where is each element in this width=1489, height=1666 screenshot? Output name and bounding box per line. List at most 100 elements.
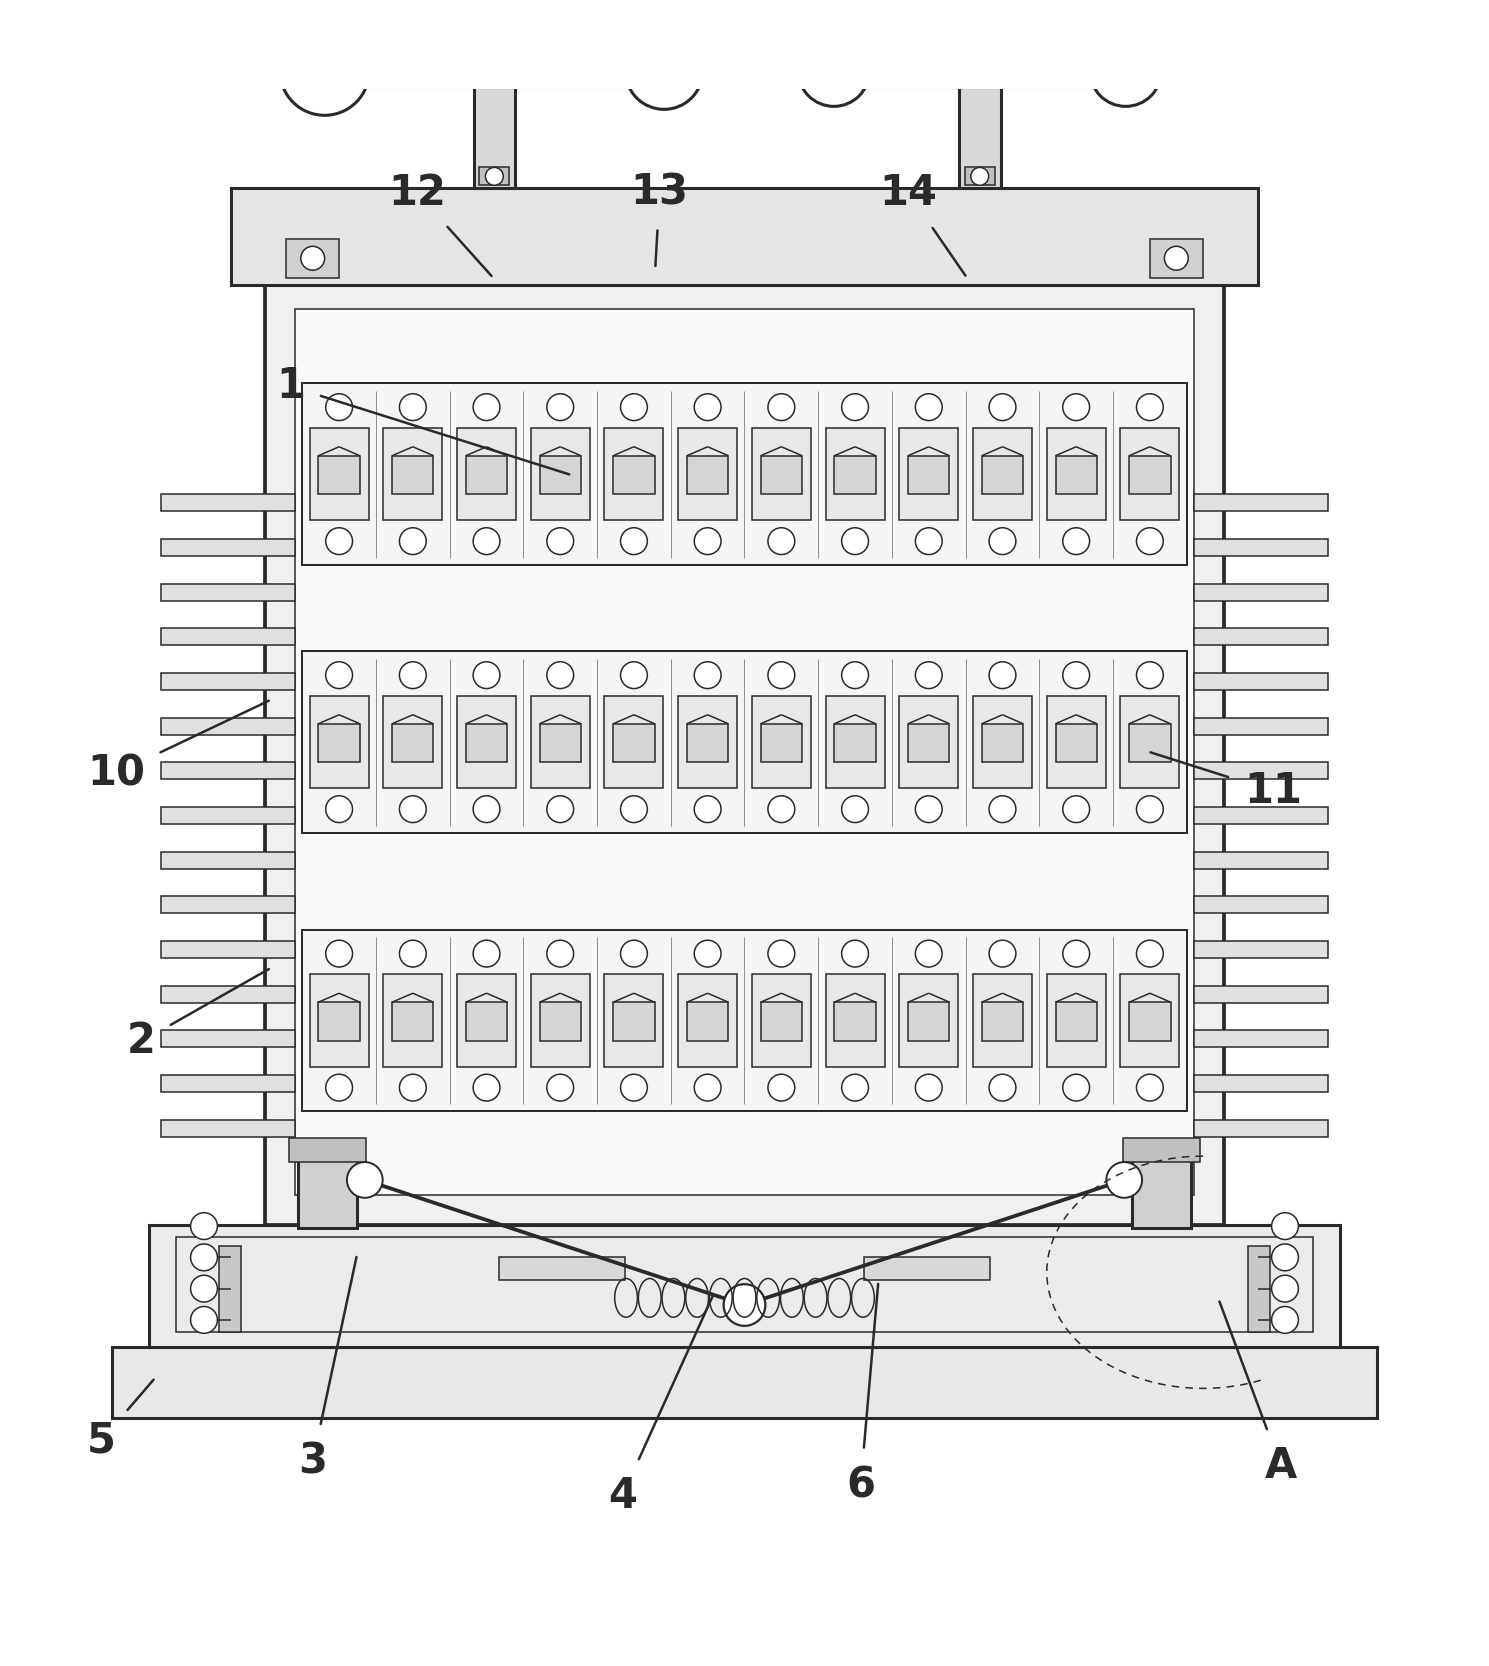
Circle shape	[191, 1306, 217, 1333]
Bar	[831, 63, 865, 78]
Bar	[1056, 1003, 1097, 1041]
Circle shape	[694, 940, 721, 966]
Bar	[1194, 538, 1328, 556]
Bar	[972, 696, 1032, 788]
Circle shape	[989, 940, 1015, 966]
Bar	[981, 1003, 1023, 1041]
Circle shape	[989, 528, 1015, 555]
Bar	[161, 628, 295, 645]
Bar	[981, 456, 1023, 495]
Text: 13: 13	[631, 172, 688, 267]
Circle shape	[1063, 661, 1090, 688]
Bar	[834, 723, 876, 763]
Circle shape	[625, 32, 703, 110]
Circle shape	[768, 796, 795, 823]
Circle shape	[399, 661, 426, 688]
Bar	[825, 428, 884, 520]
Bar	[357, 55, 631, 87]
Circle shape	[326, 528, 353, 555]
Bar	[761, 1003, 803, 1041]
Bar	[686, 723, 728, 763]
Circle shape	[474, 661, 500, 688]
Bar	[302, 383, 1187, 565]
Bar	[319, 1003, 360, 1041]
Bar	[605, 696, 664, 788]
Circle shape	[1136, 796, 1163, 823]
Circle shape	[546, 528, 573, 555]
Circle shape	[768, 528, 795, 555]
Bar	[1094, 63, 1129, 78]
Bar	[752, 975, 812, 1066]
Bar	[530, 428, 590, 520]
Text: 14: 14	[880, 172, 965, 275]
Bar	[965, 167, 995, 185]
Bar	[1129, 456, 1170, 495]
Circle shape	[694, 528, 721, 555]
Circle shape	[841, 940, 868, 966]
Bar	[1194, 1120, 1328, 1136]
Circle shape	[399, 796, 426, 823]
Bar	[1123, 1138, 1200, 1163]
Bar	[302, 930, 1187, 1111]
Circle shape	[301, 247, 325, 270]
Bar	[959, 87, 1001, 188]
Text: 2: 2	[127, 970, 270, 1063]
Circle shape	[768, 940, 795, 966]
Bar	[834, 1003, 876, 1041]
Circle shape	[546, 796, 573, 823]
Bar	[310, 975, 369, 1066]
Bar	[1194, 941, 1328, 958]
Circle shape	[474, 393, 500, 420]
Bar	[825, 696, 884, 788]
Bar	[1194, 851, 1328, 868]
Bar	[161, 941, 295, 958]
Circle shape	[474, 796, 500, 823]
Circle shape	[326, 796, 353, 823]
Circle shape	[326, 1075, 353, 1101]
Bar	[972, 428, 1032, 520]
Circle shape	[1164, 247, 1188, 270]
Circle shape	[989, 393, 1015, 420]
Bar	[613, 456, 655, 495]
Bar	[1194, 673, 1328, 690]
Circle shape	[1136, 940, 1163, 966]
Text: 5: 5	[86, 1379, 153, 1461]
Bar	[1194, 986, 1328, 1003]
Circle shape	[1272, 1274, 1298, 1303]
Bar	[1150, 238, 1203, 278]
Bar	[1132, 1153, 1191, 1228]
Circle shape	[989, 661, 1015, 688]
Circle shape	[191, 1213, 217, 1240]
Circle shape	[1063, 528, 1090, 555]
Circle shape	[1272, 1306, 1298, 1333]
Bar	[539, 1003, 581, 1041]
Bar	[161, 1075, 295, 1093]
Bar	[1194, 495, 1328, 511]
Bar	[908, 456, 950, 495]
Bar	[310, 428, 369, 520]
Circle shape	[280, 27, 369, 115]
Bar	[383, 975, 442, 1066]
Bar	[1120, 975, 1179, 1066]
Circle shape	[1136, 393, 1163, 420]
Bar	[539, 723, 581, 763]
Bar	[149, 1225, 1340, 1346]
Bar	[466, 723, 508, 763]
Bar	[466, 456, 508, 495]
Bar	[392, 456, 433, 495]
Bar	[752, 696, 812, 788]
Circle shape	[347, 1163, 383, 1198]
Bar	[474, 87, 515, 188]
Circle shape	[916, 940, 943, 966]
Circle shape	[1063, 940, 1090, 966]
Bar	[677, 428, 737, 520]
Text: 12: 12	[389, 172, 491, 277]
Bar	[825, 975, 884, 1066]
Circle shape	[1136, 528, 1163, 555]
Bar	[613, 1003, 655, 1041]
Bar	[861, 55, 1099, 87]
Bar	[1194, 583, 1328, 601]
Circle shape	[694, 661, 721, 688]
Bar	[161, 763, 295, 780]
Bar	[1056, 723, 1097, 763]
